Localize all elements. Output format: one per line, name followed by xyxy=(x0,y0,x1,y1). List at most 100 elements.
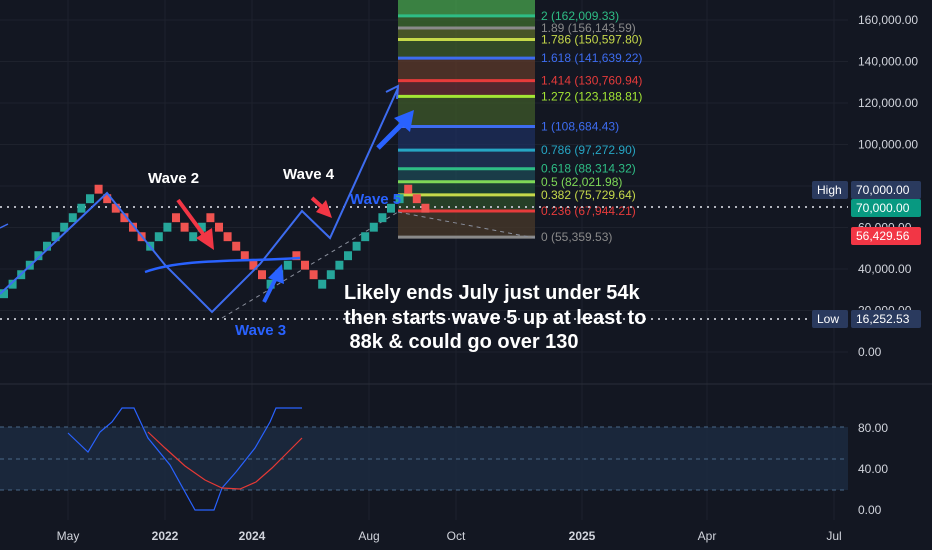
oscillator-fast-line xyxy=(67,407,302,511)
time-axis: May 2022 2024 Aug Oct 2025 Apr Jul xyxy=(57,529,842,543)
edge-line xyxy=(0,223,9,229)
fib-zone xyxy=(398,58,535,81)
renko-brick-down xyxy=(94,184,103,194)
time-tick-label: 2022 xyxy=(152,529,179,543)
wave3-label: Wave 3 xyxy=(235,322,286,339)
renko-brick-up xyxy=(189,232,198,242)
fib-zone xyxy=(398,126,535,151)
price-axis: 160,000.00 140,000.00 120,000.00 100,000.00… xyxy=(858,13,918,359)
wave2-arrow xyxy=(176,198,214,250)
fib-extension-lines xyxy=(398,14,535,239)
renko-brick-up xyxy=(369,222,378,232)
note-line-3: 88k & could go over 130 xyxy=(344,331,579,353)
fib-zone xyxy=(398,150,535,169)
badge-value: 70,000.00 xyxy=(856,201,910,215)
badge-value-box xyxy=(851,199,921,217)
renko-brick-up xyxy=(318,279,327,289)
time-tick-label: Oct xyxy=(447,529,466,543)
fib-level-label: 2 (162,009.33) xyxy=(541,9,619,23)
fib-zone xyxy=(398,96,535,127)
fib-level-label: 1.414 (130,760.94) xyxy=(541,74,642,88)
renko-brick-down xyxy=(103,194,112,204)
renko-brick-up xyxy=(344,251,352,261)
oscillator-tick-label: 40.00 xyxy=(858,462,888,476)
renko-brick-up xyxy=(77,203,86,213)
fib-level-label: 1.786 (150,597.80) xyxy=(541,33,642,47)
fib-level-label: 1.89 (156,143.59) xyxy=(541,21,636,35)
wave5-arrow xyxy=(376,110,414,150)
renko-brick-down xyxy=(309,270,318,280)
price-tick-label: 100,000.00 xyxy=(858,138,918,152)
badge-value-box xyxy=(851,181,921,199)
renko-brick-up xyxy=(0,289,8,299)
badge-label: High xyxy=(817,183,842,197)
wave3-arrow xyxy=(262,264,284,303)
renko-brick-down xyxy=(421,203,430,213)
renko-brick-up xyxy=(197,222,206,232)
oscillator-tick-label: 0.00 xyxy=(858,503,882,517)
renko-brick-up xyxy=(378,213,387,223)
time-tick-label: 2025 xyxy=(569,529,596,543)
wave4-arrow xyxy=(310,196,332,218)
fib-zone xyxy=(398,28,535,40)
fib-level-label: 0.5 (82,021.98) xyxy=(541,175,622,189)
renko-brick-down xyxy=(404,184,413,194)
fib-level-label: 0 (55,359.53) xyxy=(541,230,612,244)
renko-brick-up xyxy=(8,279,17,289)
fib-level-label: 0.236 (67,944.21) xyxy=(541,204,636,218)
fib-zone-top xyxy=(398,0,535,16)
renko-brick-down xyxy=(206,213,215,223)
renko-brick-up xyxy=(266,279,275,289)
renko-brick-down xyxy=(223,232,232,242)
renko-brick-down xyxy=(249,260,258,270)
price-badges: High 70,000.00 70,000.00 56,429.56 Low 16,252… xyxy=(812,181,921,328)
renko-bricks xyxy=(0,184,430,299)
renko-brick-up xyxy=(51,232,60,242)
renko-brick-down xyxy=(301,260,309,270)
fib-zone xyxy=(398,168,535,182)
badge-value: 56,429.56 xyxy=(856,229,910,243)
price-tick-label: 120,000.00 xyxy=(858,96,918,110)
wave-path-arrowhead xyxy=(385,84,400,100)
fib-level-label: 0.382 (75,729.64) xyxy=(541,188,636,202)
renko-brick-down xyxy=(111,203,120,213)
renko-brick-up xyxy=(163,222,172,232)
renko-brick-down xyxy=(180,222,189,232)
renko-brick-down xyxy=(412,194,421,204)
renko-brick-down xyxy=(292,251,301,261)
badge-value-box xyxy=(851,310,921,328)
elliott-wave-path xyxy=(0,87,399,314)
note-line-1: Likely ends July just under 54k xyxy=(344,282,641,304)
badge-label: Low xyxy=(817,312,839,326)
renko-brick-down xyxy=(120,213,129,223)
fib-level-label: 0.786 (97,272.90) xyxy=(541,143,636,157)
oscillator-axis: 80.00 40.00 0.00 xyxy=(858,421,888,517)
renko-brick-down xyxy=(240,251,249,261)
wave5-label: Wave 5 xyxy=(350,191,401,208)
fib-zone xyxy=(398,211,535,238)
renko-brick-up xyxy=(154,232,163,242)
note-line-2: then starts wave 5 up at least to xyxy=(344,307,646,329)
time-tick-label: Jul xyxy=(826,529,841,543)
wave4-label: Wave 4 xyxy=(283,166,335,183)
renko-brick-down xyxy=(232,241,241,251)
renko-brick-up xyxy=(395,194,404,204)
renko-brick-up xyxy=(60,222,69,232)
renko-brick-up xyxy=(34,251,43,261)
time-tick-label: May xyxy=(57,529,80,543)
oscillator-tick-label: 80.00 xyxy=(858,421,888,435)
renko-brick-up xyxy=(326,270,335,280)
renko-brick-up xyxy=(68,213,77,223)
fib-trend-line-1 xyxy=(221,211,399,319)
renko-brick-down xyxy=(129,222,137,232)
oscillator-slow-line xyxy=(147,431,303,490)
fib-extension-zones xyxy=(398,0,535,238)
time-tick-label: Apr xyxy=(698,529,717,543)
fib-zone xyxy=(398,39,535,59)
price-tick-label: 0.00 xyxy=(858,345,882,359)
fib-zone xyxy=(398,194,535,212)
renko-brick-up xyxy=(335,260,344,270)
fib-level-label: 1.272 (123,188.81) xyxy=(541,89,642,103)
badge-value-box xyxy=(851,227,921,245)
